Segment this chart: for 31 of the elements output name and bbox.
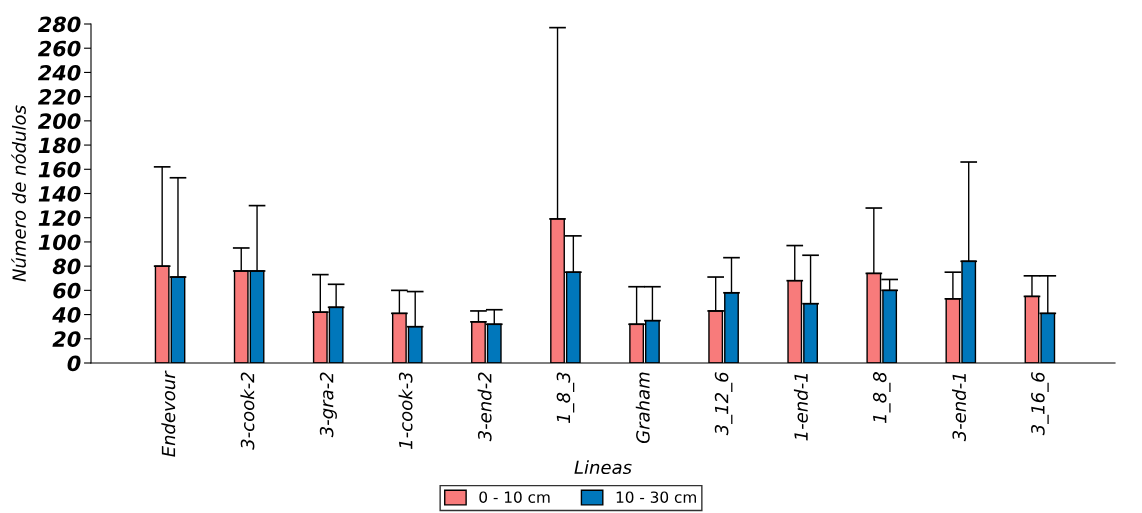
y-tick-label: 200 bbox=[37, 113, 81, 130]
y-tick-label: 240 bbox=[37, 64, 81, 81]
x-tick-label: 1-end-1 bbox=[793, 374, 808, 441]
y-tick-label: 220 bbox=[37, 89, 81, 105]
x-tick-label: 1_8_8 bbox=[872, 372, 891, 423]
x-tick-label: Graham bbox=[635, 372, 650, 444]
x-tick-label: 3-gra-2 bbox=[319, 372, 337, 438]
x-tick-label: Endevour bbox=[161, 370, 176, 457]
y-tick-label: 80 bbox=[52, 258, 81, 275]
y-tick-label: 260 bbox=[37, 40, 81, 57]
y-tick-label: 0 bbox=[67, 355, 81, 372]
x-tick-label: 1_8_3 bbox=[556, 372, 575, 423]
y-tick-label: 280 bbox=[37, 16, 81, 33]
y-tick-label: 160 bbox=[38, 161, 81, 178]
y-tick-label: 140 bbox=[38, 185, 81, 202]
x-tick-label: 3-cook-2 bbox=[240, 372, 255, 450]
y-tick-label: 100 bbox=[38, 234, 81, 251]
x-tick-label: 3_12_6 bbox=[714, 372, 733, 436]
y-tick-label: 40 bbox=[52, 307, 81, 323]
y-axis-title: Número de nódulos bbox=[11, 105, 26, 282]
y-tick-label: 20 bbox=[52, 331, 81, 347]
x-axis-title: Lineas bbox=[574, 460, 632, 475]
x-tick-label: 3-end-1 bbox=[952, 374, 967, 442]
y-tick-label: 120 bbox=[38, 210, 81, 226]
y-tick-label: 60 bbox=[53, 282, 81, 299]
x-tick-label: 3-end-2 bbox=[477, 372, 492, 442]
x-tick-label: 1-cook-3 bbox=[398, 372, 413, 449]
legend-label: 10 - 30 cm bbox=[616, 491, 696, 503]
y-tick-label: 180 bbox=[38, 137, 81, 154]
legend-label: 0 - 10 cm bbox=[479, 491, 550, 503]
x-tick-label: 3_16_6 bbox=[1031, 372, 1049, 436]
